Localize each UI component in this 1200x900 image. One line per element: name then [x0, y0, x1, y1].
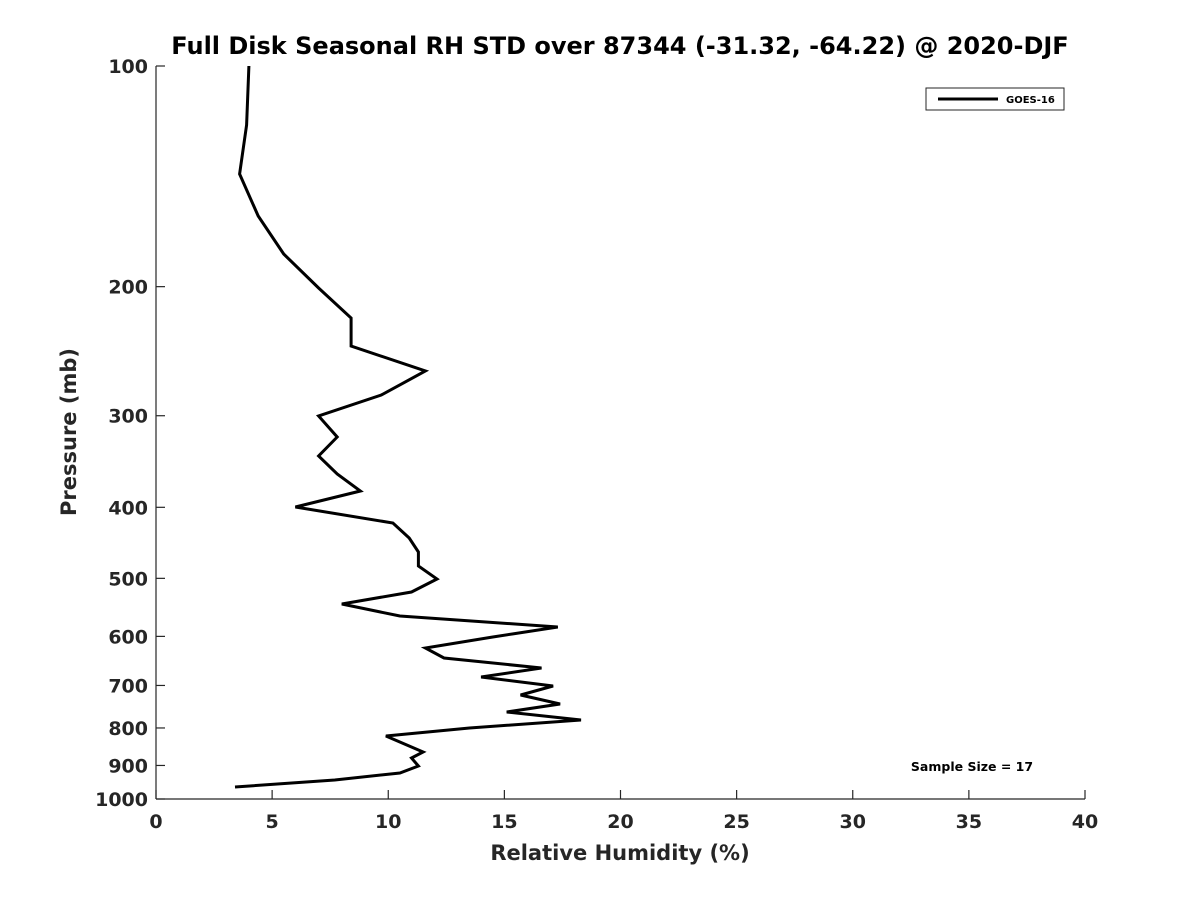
- y-axis-label: Pressure (mb): [57, 348, 81, 516]
- x-tick-label: 5: [266, 811, 279, 833]
- series-line-goes-16: [234, 65, 582, 789]
- x-tick-label: 0: [149, 811, 162, 833]
- x-tick-label: 20: [607, 811, 633, 833]
- legend-label: GOES-16: [1006, 95, 1055, 106]
- x-tick-label: 25: [723, 811, 749, 833]
- y-tick-label: 600: [108, 626, 148, 648]
- sample-size-annotation: Sample Size = 17: [911, 759, 1033, 774]
- y-tick-label: 900: [108, 755, 148, 777]
- y-tick-label: 500: [108, 568, 148, 590]
- plot-area: 0 5 10 15 20 25 30 35 40 100 200 300 400 500 600 700 800…: [95, 56, 1098, 833]
- x-axis-label: Relative Humidity (%): [490, 841, 749, 865]
- x-tick-label: 35: [956, 811, 982, 833]
- y-tick-label: 800: [108, 718, 148, 740]
- x-tick-label: 40: [1072, 811, 1098, 833]
- y-tick-label: 700: [108, 675, 148, 697]
- x-tick-label: 10: [375, 811, 401, 833]
- x-tick-label: 30: [840, 811, 866, 833]
- y-tick-label: 400: [108, 497, 148, 519]
- y-tick-label: 100: [108, 56, 148, 78]
- legend: GOES-16: [925, 87, 1065, 111]
- y-tick-label: 1000: [95, 789, 148, 811]
- y-tick-label: 200: [108, 277, 148, 299]
- chart-title: Full Disk Seasonal RH STD over 87344 (-3…: [171, 32, 1068, 60]
- y-tick-label: 300: [108, 406, 148, 428]
- x-tick-label: 15: [491, 811, 517, 833]
